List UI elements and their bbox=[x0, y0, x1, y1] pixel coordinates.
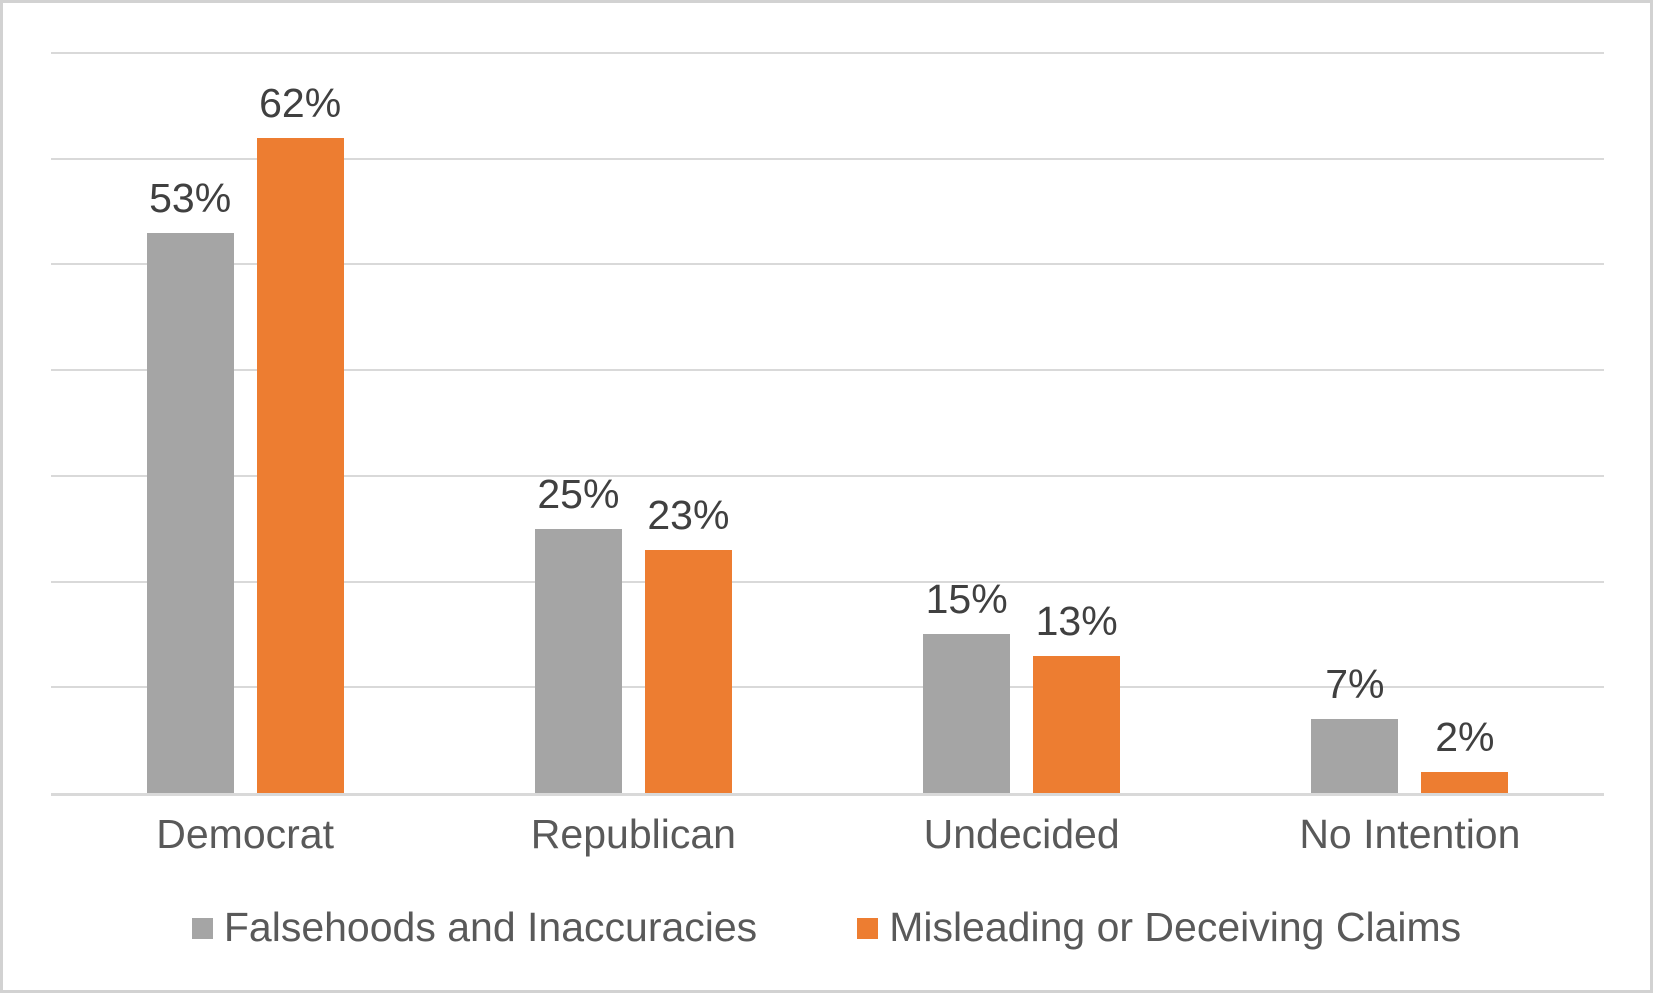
data-label-democrat-misleading-or-deceiving-claims: 62% bbox=[259, 80, 342, 126]
category-label-no-intention: No Intention bbox=[1299, 811, 1521, 857]
bar-undecided-falsehoods-and-inaccuracies bbox=[923, 634, 1011, 793]
bar-no-intention-misleading-or-deceiving-claims bbox=[1421, 772, 1509, 793]
legend-label-misleading-or-deceiving-claims: Misleading or Deceiving Claims bbox=[889, 903, 1462, 950]
bar-slot-democrat-falsehoods-and-inaccuracies: 53% bbox=[146, 53, 234, 793]
bar-slot-no-intention-misleading-or-deceiving-claims: 2% bbox=[1421, 53, 1509, 793]
data-label-republican-misleading-or-deceiving-claims: 23% bbox=[647, 492, 730, 538]
bar-slot-undecided-misleading-or-deceiving-claims: 13% bbox=[1033, 53, 1121, 793]
legend-marker-icon bbox=[191, 917, 213, 939]
bar-slot-republican-misleading-or-deceiving-claims: 23% bbox=[644, 53, 732, 793]
bar-group-democrat: 53% 62% bbox=[51, 53, 439, 793]
gridline-70 bbox=[51, 52, 1604, 54]
legend-item-misleading-or-deceiving-claims: Misleading or Deceiving Claims bbox=[857, 903, 1462, 950]
bar-no-intention-falsehoods-and-inaccuracies bbox=[1311, 719, 1399, 793]
data-label-republican-falsehoods-and-inaccuracies: 25% bbox=[537, 471, 620, 517]
bar-undecided-misleading-or-deceiving-claims bbox=[1033, 656, 1121, 793]
bar-group-no-intention: 7% 2% bbox=[1216, 53, 1604, 793]
data-label-no-intention-falsehoods-and-inaccuracies: 7% bbox=[1325, 661, 1385, 707]
data-label-no-intention-misleading-or-deceiving-claims: 2% bbox=[1435, 714, 1495, 760]
legend: Falsehoods and Inaccuracies Misleading or… bbox=[3, 897, 1650, 957]
category-label-republican: Republican bbox=[530, 811, 736, 857]
bar-democrat-falsehoods-and-inaccuracies bbox=[146, 233, 234, 793]
bar-republican-misleading-or-deceiving-claims bbox=[644, 550, 732, 793]
bar-group-republican: 25% 23% bbox=[439, 53, 827, 793]
legend-marker-icon bbox=[857, 917, 879, 939]
gridline-50 bbox=[51, 263, 1604, 265]
gridline-60 bbox=[51, 158, 1604, 160]
bar-group-undecided: 15% 13% bbox=[828, 53, 1216, 793]
x-axis-labels: Democrat Republican Undecided No Intention bbox=[51, 811, 1604, 858]
gridline-20 bbox=[51, 581, 1604, 583]
legend-item-falsehoods-and-inaccuracies: Falsehoods and Inaccuracies bbox=[191, 903, 758, 950]
gridline-10 bbox=[51, 686, 1604, 688]
bar-slot-republican-falsehoods-and-inaccuracies: 25% bbox=[534, 53, 622, 793]
data-label-democrat-falsehoods-and-inaccuracies: 53% bbox=[149, 175, 232, 221]
plot-area: 53% 62% 25% 23% 15% 13% 7% 2% bbox=[51, 52, 1604, 796]
data-label-undecided-misleading-or-deceiving-claims: 13% bbox=[1035, 598, 1118, 644]
gridline-30 bbox=[51, 475, 1604, 477]
bar-groups: 53% 62% 25% 23% 15% 13% 7% 2% bbox=[51, 53, 1604, 793]
legend-label-falsehoods-and-inaccuracies: Falsehoods and Inaccuracies bbox=[223, 903, 758, 950]
bar-slot-democrat-misleading-or-deceiving-claims: 62% bbox=[256, 53, 344, 793]
bar-republican-falsehoods-and-inaccuracies bbox=[534, 529, 622, 793]
gridline-40 bbox=[51, 369, 1604, 371]
bar-slot-undecided-falsehoods-and-inaccuracies: 15% bbox=[923, 53, 1011, 793]
bar-democrat-misleading-or-deceiving-claims bbox=[256, 138, 344, 793]
data-label-undecided-falsehoods-and-inaccuracies: 15% bbox=[925, 576, 1008, 622]
category-label-undecided: Undecided bbox=[923, 811, 1120, 857]
bar-slot-no-intention-falsehoods-and-inaccuracies: 7% bbox=[1311, 53, 1399, 793]
category-label-democrat: Democrat bbox=[156, 811, 334, 857]
